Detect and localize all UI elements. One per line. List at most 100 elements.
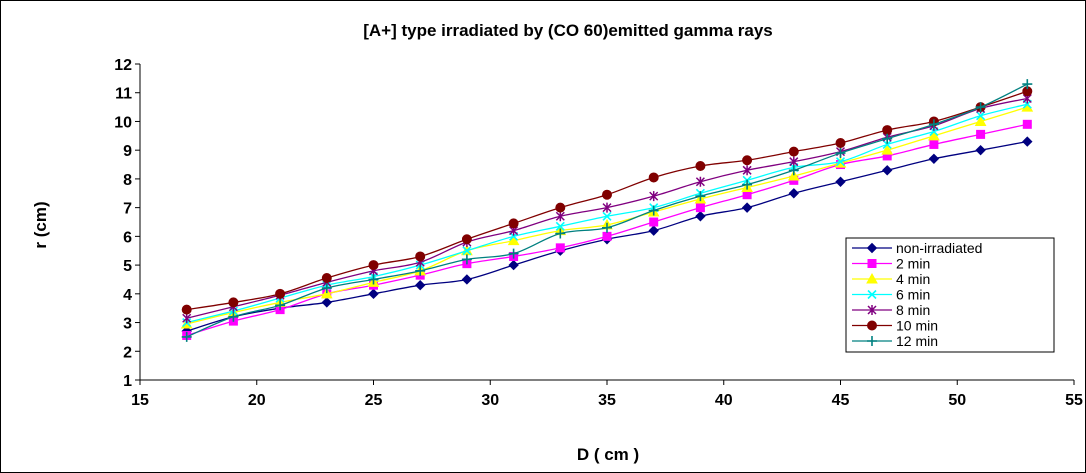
data-point-4-min xyxy=(507,234,520,246)
data-point-12-min xyxy=(508,248,519,259)
data-point-10-min xyxy=(368,260,379,271)
data-point-8-min xyxy=(602,202,612,213)
data-point-2-min xyxy=(602,231,612,241)
data-point-12-min xyxy=(228,311,239,322)
data-point-8-min xyxy=(555,211,565,222)
data-point-8-min xyxy=(182,313,192,324)
y-tick-label: 10 xyxy=(114,114,132,131)
data-point-non-irradiated xyxy=(648,225,659,236)
legend-marker xyxy=(866,272,878,284)
data-point-6-min xyxy=(555,221,565,231)
data-point-12-min xyxy=(602,222,612,233)
data-point-6-min xyxy=(462,246,472,256)
legend-label: 4 min xyxy=(896,271,930,287)
data-point-6-min xyxy=(976,111,986,121)
data-point-12-min xyxy=(555,228,566,239)
data-point-12-min xyxy=(835,148,846,159)
chart-title: [A+] type irradiated by (CO 60)emitted g… xyxy=(363,21,773,40)
y-tick-label: 6 xyxy=(123,229,132,246)
legend-label: 12 min xyxy=(896,333,938,349)
data-point-2-min xyxy=(976,129,986,139)
series-12-min xyxy=(181,79,1033,342)
legend-marker xyxy=(866,242,878,254)
data-point-10-min xyxy=(555,202,566,213)
x-tick-label: 15 xyxy=(131,392,149,409)
x-tick-label: 40 xyxy=(715,392,733,409)
x-tick-label: 45 xyxy=(832,392,850,409)
data-point-4-min xyxy=(974,115,987,126)
data-point-12-min xyxy=(788,165,799,176)
y-tick-label: 7 xyxy=(123,201,132,218)
data-point-12-min xyxy=(695,191,706,202)
data-point-12-min xyxy=(882,133,893,144)
data-point-non-irradiated xyxy=(368,288,379,300)
legend-marker xyxy=(867,336,877,346)
data-point-12-min xyxy=(321,283,332,294)
data-point-2-min xyxy=(555,243,565,253)
legend-item-2-min: 2 min xyxy=(852,256,930,272)
data-point-10-min xyxy=(835,138,846,148)
data-point-8-min xyxy=(789,156,799,167)
data-point-6-min xyxy=(602,211,612,221)
data-point-12-min xyxy=(275,300,286,311)
data-point-10-min xyxy=(602,189,612,200)
legend-marker xyxy=(867,289,877,300)
data-point-non-irradiated xyxy=(835,176,846,187)
y-tick-label: 5 xyxy=(123,258,132,275)
legend-label: 6 min xyxy=(896,287,930,303)
data-point-12-min xyxy=(415,265,426,276)
y-tick-label: 12 xyxy=(114,57,132,74)
series-10-min xyxy=(181,86,1033,315)
legend-item-6-min: 6 min xyxy=(852,287,930,303)
y-axis-label: r (cm) xyxy=(31,201,50,248)
data-point-non-irradiated xyxy=(741,202,753,213)
data-point-12-min xyxy=(368,274,379,285)
y-tick-label: 3 xyxy=(123,316,132,333)
data-point-non-irradiated xyxy=(1022,136,1033,147)
data-point-non-irradiated xyxy=(461,274,473,285)
data-point-10-min xyxy=(461,234,472,245)
data-point-12-min xyxy=(648,205,659,216)
data-point-12-min xyxy=(461,254,472,265)
data-point-4-min xyxy=(320,287,333,299)
data-point-8-min xyxy=(695,176,705,187)
legend-marker xyxy=(867,259,877,268)
x-tick-label: 55 xyxy=(1065,392,1083,409)
data-point-6-min xyxy=(835,157,846,167)
x-axis-label: D ( cm ) xyxy=(577,445,639,464)
y-tick-label: 8 xyxy=(123,172,132,189)
data-point-10-min xyxy=(648,172,659,183)
data-point-12-min xyxy=(742,179,753,190)
y-tick-label: 4 xyxy=(123,287,132,304)
legend-item-4-min: 4 min xyxy=(852,271,930,287)
legend-box xyxy=(845,237,1055,353)
data-point-non-irradiated xyxy=(975,144,986,156)
y-tick-label: 2 xyxy=(123,344,132,361)
data-point-2-min xyxy=(695,203,705,213)
y-tick-label: 9 xyxy=(123,143,132,160)
data-point-10-min xyxy=(228,297,239,308)
data-point-non-irradiated xyxy=(928,153,940,165)
data-point-10-min xyxy=(882,125,893,136)
data-point-12-min xyxy=(975,102,986,113)
data-point-10-min xyxy=(788,146,799,157)
data-point-4-min xyxy=(881,144,894,155)
data-point-non-irradiated xyxy=(414,279,426,291)
legend-marker xyxy=(867,305,877,315)
y-tick-label: 1 xyxy=(123,373,132,390)
legend-item-12-min: 12 min xyxy=(852,333,938,349)
data-point-6-min xyxy=(882,139,892,150)
data-point-10-min xyxy=(742,155,753,166)
data-point-4-min xyxy=(787,170,800,181)
legend-item-10-min: 10 min xyxy=(852,318,938,334)
legend-item-8-min: 8 min xyxy=(852,302,930,318)
x-tick-label: 30 xyxy=(481,392,499,409)
legend-label: 2 min xyxy=(896,256,930,272)
x-tick-label: 25 xyxy=(365,392,383,409)
data-point-10-min xyxy=(695,160,706,171)
legend-label: 10 min xyxy=(896,318,938,334)
